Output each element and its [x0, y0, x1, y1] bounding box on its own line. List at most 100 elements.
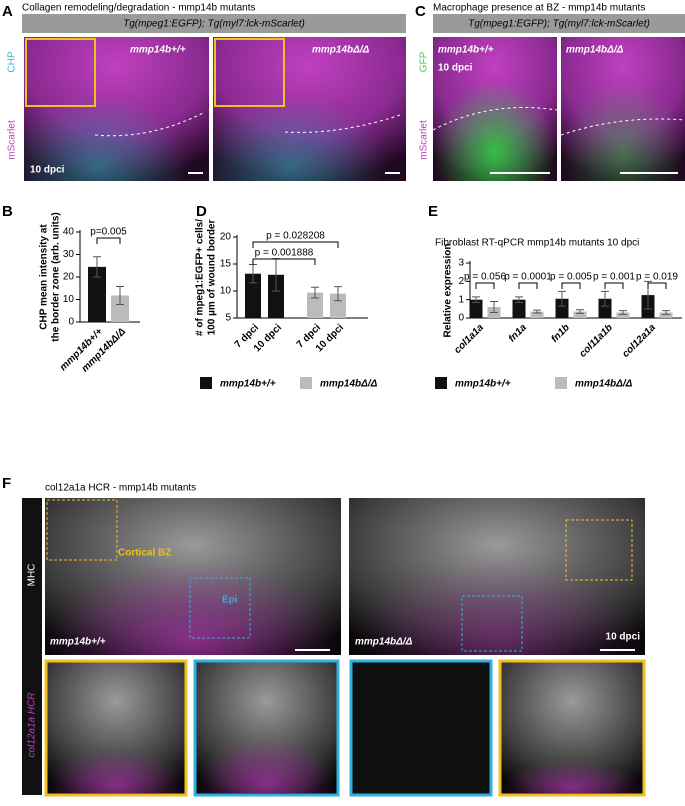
error-bar [662, 310, 670, 315]
legend-label: mmp14bΔ/Δ [320, 379, 378, 390]
x-tick-label: col1a1a [452, 322, 486, 356]
legend-swatch [435, 377, 447, 389]
y-axis-label: Relative expression [443, 244, 454, 338]
image-label: mmp14b+/+ [130, 45, 186, 56]
roi-box [46, 499, 118, 561]
error-bar [311, 286, 319, 299]
micrograph-overlay [433, 37, 557, 181]
y-tick-label: 0 [68, 317, 74, 328]
error-bar [619, 310, 627, 315]
image-label: mmp14bΔ/Δ [312, 45, 370, 56]
micrograph-overlay [213, 37, 406, 181]
annotation: p = 0.056 [464, 272, 506, 283]
inset-box [25, 38, 96, 107]
zoom-overlay [502, 740, 642, 793]
bar [307, 292, 323, 318]
x-tick-label: col12a1a [620, 322, 658, 360]
border-line [94, 111, 206, 137]
roi-box [189, 577, 251, 639]
panel-label: A [2, 3, 13, 20]
y-axis-label: the border zone (arb. units) [51, 212, 62, 341]
y-axis-label: 100 µm of wound border [207, 220, 218, 336]
bar [245, 273, 261, 318]
error-bar [490, 301, 498, 313]
image-label: mmp14b+/+ [438, 45, 494, 56]
significance-bracket [475, 282, 495, 289]
y-tick-label: 20 [220, 232, 232, 243]
significance-bracket [561, 282, 581, 289]
y-axis-label: # of mpeg1:EGFP+ cells/ [195, 219, 206, 336]
panel-label: C [415, 3, 426, 20]
roi-label: Epi [222, 595, 238, 606]
y-tick-label: 15 [220, 259, 232, 270]
banner-text: Tg(mpeg1:EGFP); Tg(myl7:lck-mScarlet) [468, 19, 650, 30]
panel-label: E [428, 203, 438, 220]
image-label: 10 dpci [438, 63, 473, 74]
chart-title: Fibroblast RT-qPCR mmp14b mutants 10 dpc… [435, 238, 639, 249]
bar [330, 293, 346, 318]
significance-bracket [252, 258, 316, 265]
y-tick-label: 10 [220, 286, 232, 297]
bar [268, 274, 284, 318]
error-bar [472, 296, 480, 303]
x-tick-label: col11a1b [577, 322, 615, 360]
annotation: p=0.005 [90, 227, 127, 238]
bar [512, 299, 526, 318]
channel-label: GFP [419, 51, 430, 72]
error-bar [601, 290, 609, 307]
micrograph-overlay [349, 498, 645, 655]
legend-label: mmp14b+/+ [220, 379, 276, 390]
significance-bracket [604, 282, 624, 289]
legend-swatch [555, 377, 567, 389]
channel-label: CHP [7, 51, 18, 72]
y-tick-label: 3 [458, 258, 464, 269]
x-tick-label: fn1b [549, 322, 572, 345]
banner-text: Tg(mpeg1:EGFP); Tg(myl7:lck-mScarlet) [123, 19, 305, 30]
error-bar [576, 309, 584, 314]
error-bar [93, 256, 101, 278]
annotation: p = 0.0001 [504, 272, 552, 283]
panel-title: Collagen remodeling/degradation - mmp14b… [22, 3, 255, 14]
legend-label: mmp14b+/+ [455, 379, 511, 390]
image-label: mmp14b+/+ [50, 637, 106, 648]
bar [616, 312, 630, 318]
bar [530, 311, 544, 318]
significance-bracket [647, 282, 667, 289]
zoom-overlay [197, 700, 336, 793]
error-bar [334, 286, 342, 302]
annotation: p = 0.028208 [266, 231, 325, 242]
panel-label: D [196, 203, 207, 220]
image-label: 10 dpci [606, 632, 641, 643]
roi-label: Cortical BZ [118, 548, 171, 559]
bar [111, 295, 129, 322]
y-tick-label: 1 [458, 294, 464, 305]
panel-label: B [2, 203, 13, 220]
image-label: mmp14bΔ/Δ [355, 637, 413, 648]
significance-bracket [96, 237, 121, 244]
y-tick-label: 0 [458, 313, 464, 324]
channel-label: mScarlet [7, 120, 18, 160]
image-label: mmp14bΔ/Δ [566, 45, 624, 56]
bar [659, 312, 673, 318]
image-label: 10 dpci [30, 165, 65, 176]
legend-swatch [200, 377, 212, 389]
error-bar [515, 296, 523, 303]
annotation: p = 0.019 [636, 272, 678, 283]
error-bar [558, 290, 566, 307]
micrograph-overlay [561, 37, 685, 181]
bar [573, 311, 587, 318]
banner [22, 14, 406, 33]
bar [555, 298, 569, 318]
micrograph-overlay [24, 37, 209, 181]
legend-swatch [300, 377, 312, 389]
border-line [432, 107, 558, 131]
annotation: p = 0.001888 [255, 248, 314, 259]
error-bar [533, 309, 541, 314]
y-tick-label: 30 [63, 249, 75, 260]
channel-strip [22, 498, 42, 795]
significance-bracket [252, 241, 339, 248]
legend-label: mmp14bΔ/Δ [575, 379, 633, 390]
annotation: p = 0.001 [593, 272, 635, 283]
roi-box [461, 595, 523, 652]
